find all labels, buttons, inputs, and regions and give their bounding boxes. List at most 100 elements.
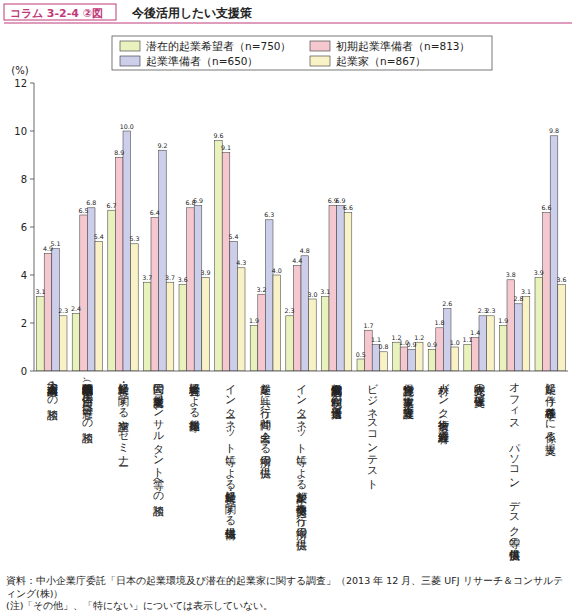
y-tick xyxy=(30,371,34,372)
data-label: 6.9 xyxy=(193,197,203,204)
bar xyxy=(80,215,88,371)
header-box xyxy=(4,4,116,20)
data-label: 0.9 xyxy=(427,341,437,348)
y-axis-line xyxy=(34,83,35,371)
data-label: 2.3 xyxy=(58,307,68,314)
data-label: 9.8 xyxy=(549,127,559,134)
data-label: 6.3 xyxy=(264,211,274,218)
header-rule xyxy=(4,23,572,24)
data-label: 9.6 xyxy=(213,132,223,139)
data-label: 3.2 xyxy=(257,286,267,293)
y-tick xyxy=(30,83,34,84)
bar xyxy=(522,297,530,371)
data-label: 2.6 xyxy=(442,300,452,307)
data-label: 5.4 xyxy=(229,233,239,240)
x-tick-label: 低金利融資制度や税制面の優遇措置 xyxy=(330,376,343,572)
legend-swatch xyxy=(310,41,330,51)
data-label: 3.1 xyxy=(521,288,531,295)
bar xyxy=(143,282,151,371)
data-label: 2.8 xyxy=(513,295,523,302)
x-tick-label: 商工会・商工会議所への相談 xyxy=(46,376,59,572)
x-tick-label: ビジネスコンテスト xyxy=(366,376,379,572)
y-tick-label: 0 xyxy=(21,366,27,377)
data-label: 3.6 xyxy=(557,276,567,283)
y-tick xyxy=(30,179,34,180)
data-label: 4.3 xyxy=(236,259,246,266)
data-label: 1.4 xyxy=(470,329,480,336)
bar xyxy=(215,141,223,371)
legend-label: 潜在的起業希望者（n=750） xyxy=(146,40,292,52)
bar xyxy=(428,349,436,371)
data-label: 0.9 xyxy=(407,341,417,348)
notes: 資料：中小企業庁委託「日本の起業環境及び潜在的起業家に関する調査」（2013 年… xyxy=(6,575,572,613)
data-label: 5.3 xyxy=(129,235,139,242)
data-label: 3.6 xyxy=(178,276,188,283)
legend-swatch xyxy=(120,56,140,66)
bar xyxy=(535,277,543,371)
data-label: 2.4 xyxy=(71,305,81,312)
data-label: 1.8 xyxy=(435,319,445,326)
bar xyxy=(151,217,159,371)
y-tick-label: 10 xyxy=(14,126,27,137)
data-label: 2.3 xyxy=(485,307,495,314)
chart-title: 今後活用したい支援策 xyxy=(131,6,253,20)
x-tick-label: 保育施設や家事支援、介護支援等 xyxy=(402,376,415,572)
x-tick-label: 販売先の確保支援 xyxy=(473,376,486,572)
figure-number: コラム 3-2-4 ②図 xyxy=(10,7,103,20)
bar xyxy=(37,297,45,371)
data-labels: 3.12.46.73.73.69.61.92.33.10.51.20.91.11… xyxy=(35,123,566,358)
bar xyxy=(337,205,345,371)
data-label: 1.7 xyxy=(363,322,373,329)
data-label: 1.1 xyxy=(371,336,381,343)
bar xyxy=(202,277,210,371)
bar xyxy=(222,153,230,371)
y-axis-label: (%) xyxy=(11,65,28,76)
annotation: (注)「その他」、「特にない」については表示していない。 xyxy=(6,600,572,613)
legend-label: 初期起業準備者（n=813） xyxy=(336,40,471,52)
bar xyxy=(237,268,245,371)
y-tick-label: 12 xyxy=(14,78,27,89)
bar xyxy=(44,253,52,371)
data-label: 3.7 xyxy=(142,274,152,281)
data-label: 6.5 xyxy=(79,207,89,214)
data-label: 6.9 xyxy=(335,197,345,204)
legend-swatch xyxy=(310,56,330,66)
data-label: 6.6 xyxy=(343,204,353,211)
data-label: 3.8 xyxy=(506,271,516,278)
bar xyxy=(479,316,487,371)
bar xyxy=(543,213,551,371)
bar xyxy=(250,325,258,371)
bar xyxy=(131,244,139,371)
data-label: 9.2 xyxy=(157,142,167,149)
bar xyxy=(166,282,174,371)
data-label: 2.3 xyxy=(285,307,295,314)
x-tick-label: 起業・経営に関する講座やセミナー xyxy=(117,376,130,572)
y-tick-label: 8 xyxy=(21,174,27,185)
y-tick xyxy=(30,227,34,228)
y-axis: 024681012 xyxy=(14,78,34,377)
bars xyxy=(37,131,566,371)
bar xyxy=(357,359,365,371)
x-tick-label: オフィス、パソコン、デスク等の無償提供 xyxy=(508,376,521,572)
data-label: 3.9 xyxy=(534,269,544,276)
bar xyxy=(550,136,558,371)
data-label: 10.0 xyxy=(120,123,134,130)
bar xyxy=(344,213,352,371)
chart-svg: コラム 3-2-4 ②図 今後活用したい支援策潜在的起業希望者（n=750） 初期起… xyxy=(0,0,576,614)
x-tick-label: インターネット等による起業・経営に関する情報提供 xyxy=(224,376,237,572)
bar xyxy=(258,294,266,371)
data-label: 1.1 xyxy=(463,336,473,343)
x-tick-label: 起業に伴う各種手続きに係る支援 xyxy=(544,376,557,572)
bar xyxy=(301,256,309,371)
bar xyxy=(108,210,116,371)
x-tick-label: 起業を共に行う仲間と出会える場所の提供 xyxy=(259,376,272,572)
x-tick-label: 人材バンク（技術者や経理人材等） xyxy=(437,376,450,572)
bar xyxy=(309,299,317,371)
x-tick-label: 民間の起業支援者（コンサルタント等）への相談 xyxy=(152,376,165,572)
bar xyxy=(194,205,202,371)
data-label: 4.4 xyxy=(292,257,302,264)
bar xyxy=(408,349,416,371)
y-tick-label: 2 xyxy=(21,318,27,329)
data-label: 1.2 xyxy=(414,334,424,341)
y-tick-label: 4 xyxy=(21,270,27,281)
